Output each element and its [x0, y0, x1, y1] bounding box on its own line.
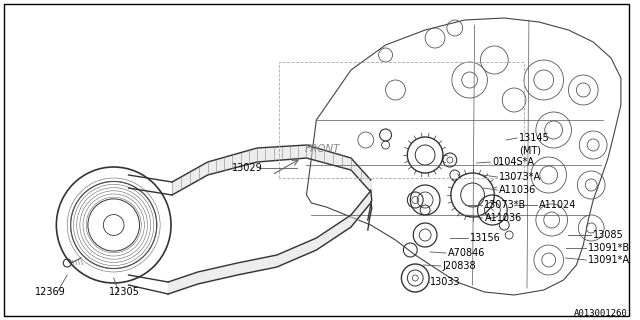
Text: A70846: A70846 [448, 248, 485, 258]
Text: 13091*B: 13091*B [588, 243, 630, 253]
Text: 12369: 12369 [35, 287, 65, 297]
Text: A013001260: A013001260 [573, 308, 627, 317]
Text: 13085: 13085 [593, 230, 624, 240]
Text: A11024: A11024 [539, 200, 576, 210]
Text: 13145: 13145 [519, 133, 550, 143]
Text: 13073*A: 13073*A [499, 172, 541, 182]
Text: A11036: A11036 [499, 185, 536, 195]
Text: A11036: A11036 [484, 213, 522, 223]
Text: 13029: 13029 [232, 163, 263, 173]
Text: 13091*A: 13091*A [588, 255, 630, 265]
Text: J20838: J20838 [443, 261, 477, 271]
Text: (MT): (MT) [519, 145, 541, 155]
Text: 12305: 12305 [109, 287, 140, 297]
Text: 0104S*A: 0104S*A [492, 157, 534, 167]
Text: 13156: 13156 [470, 233, 500, 243]
Text: 13073*B: 13073*B [484, 200, 527, 210]
Text: FRONT: FRONT [305, 144, 340, 154]
Text: 13033: 13033 [430, 277, 461, 287]
